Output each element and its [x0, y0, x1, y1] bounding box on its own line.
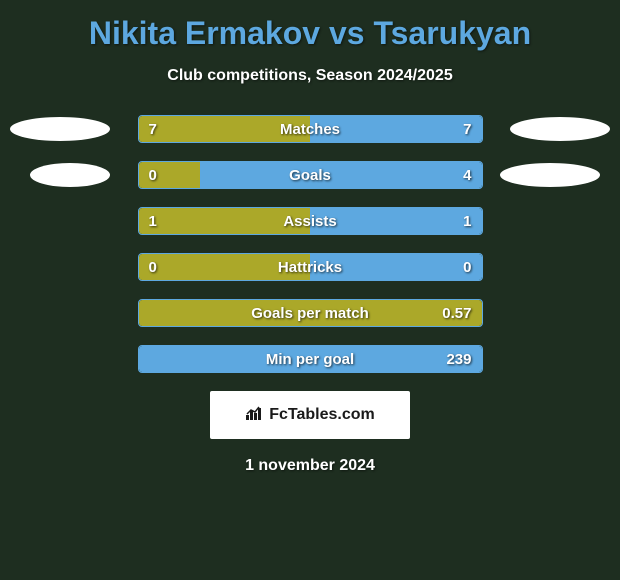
- bar-assists: 1 Assists 1: [138, 207, 483, 235]
- stat-value-left: 0: [149, 259, 157, 276]
- player-image-placeholder-left: [30, 163, 110, 187]
- bar-goals: 0 Goals 4: [138, 161, 483, 189]
- stat-label: Goals per match: [251, 305, 369, 322]
- main-container: Nikita Ermakov vs Tsarukyan Club competi…: [0, 0, 620, 485]
- stat-value-left: 1: [149, 213, 157, 230]
- date-text: 1 november 2024: [245, 457, 375, 475]
- stat-row-assists: 1 Assists 1: [0, 207, 620, 235]
- stat-label: Assists: [283, 213, 336, 230]
- stat-label: Min per goal: [266, 351, 354, 368]
- chart-icon: [245, 405, 265, 426]
- stat-row-goals: 0 Goals 4: [0, 161, 620, 189]
- stat-value-right: 0: [463, 259, 471, 276]
- player-image-placeholder-right: [500, 163, 600, 187]
- stat-value-right: 0.57: [442, 305, 471, 322]
- stat-value-left: 7: [149, 121, 157, 138]
- bar-hattricks: 0 Hattricks 0: [138, 253, 483, 281]
- player-image-placeholder-right: [510, 117, 610, 141]
- bar-fill-right: [200, 162, 481, 188]
- subtitle: Club competitions, Season 2024/2025: [167, 67, 452, 85]
- stat-row-min-per-goal: Min per goal 239: [0, 345, 620, 373]
- stats-area: 7 Matches 7 0 Goals 4 1 Assists: [0, 115, 620, 373]
- bar-goals-per-match: Goals per match 0.57: [138, 299, 483, 327]
- stat-value-right: 4: [463, 167, 471, 184]
- logo-text: FcTables.com: [245, 405, 375, 426]
- stat-row-goals-per-match: Goals per match 0.57: [0, 299, 620, 327]
- stat-value-left: 0: [149, 167, 157, 184]
- bar-matches: 7 Matches 7: [138, 115, 483, 143]
- stat-label: Goals: [289, 167, 331, 184]
- bar-min-per-goal: Min per goal 239: [138, 345, 483, 373]
- stat-label: Hattricks: [278, 259, 342, 276]
- stat-row-matches: 7 Matches 7: [0, 115, 620, 143]
- logo-label: FcTables.com: [269, 406, 375, 424]
- stat-value-right: 7: [463, 121, 471, 138]
- stat-label: Matches: [280, 121, 340, 138]
- player-image-placeholder-left: [10, 117, 110, 141]
- stat-value-right: 1: [463, 213, 471, 230]
- logo-box: FcTables.com: [210, 391, 410, 439]
- stat-row-hattricks: 0 Hattricks 0: [0, 253, 620, 281]
- page-title: Nikita Ermakov vs Tsarukyan: [89, 15, 531, 52]
- stat-value-right: 239: [446, 351, 471, 368]
